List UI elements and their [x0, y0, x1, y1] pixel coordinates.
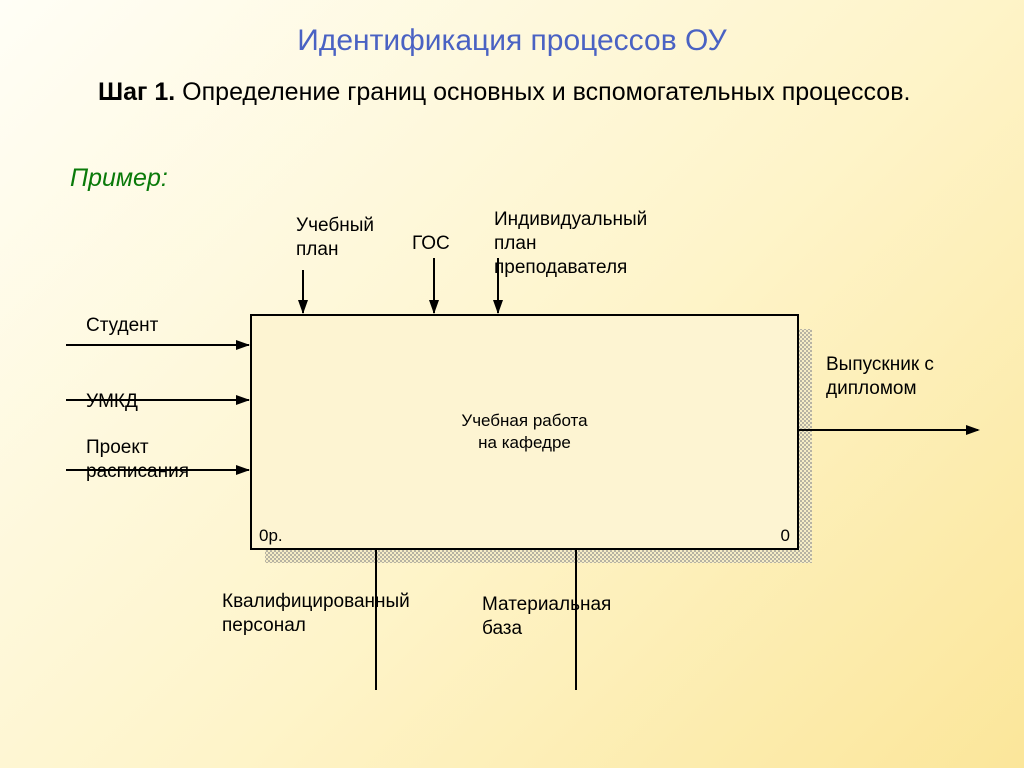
svg-text:0р.: 0р.: [259, 526, 283, 545]
control-label-1: ГОС: [412, 232, 450, 256]
svg-text:Учебная работа: Учебная работа: [461, 411, 588, 430]
slide: Идентификация процессов ОУ Шаг 1. Опреде…: [0, 0, 1024, 768]
svg-text:на кафедре: на кафедре: [478, 433, 571, 452]
input-label-1: УМКД: [86, 390, 138, 414]
mechanism-label-1: Материальнаябаза: [482, 593, 611, 641]
mechanism-label-0: Квалифицированныйперсонал: [222, 590, 410, 638]
input-label-0: Студент: [86, 314, 158, 338]
control-label-2: Индивидуальныйпланпреподавателя: [494, 208, 647, 279]
input-label-2: Проектрасписания: [86, 436, 189, 484]
control-label-0: Учебныйплан: [296, 214, 374, 262]
output-label: Выпускник сдипломом: [826, 353, 934, 401]
svg-text:0: 0: [781, 526, 790, 545]
